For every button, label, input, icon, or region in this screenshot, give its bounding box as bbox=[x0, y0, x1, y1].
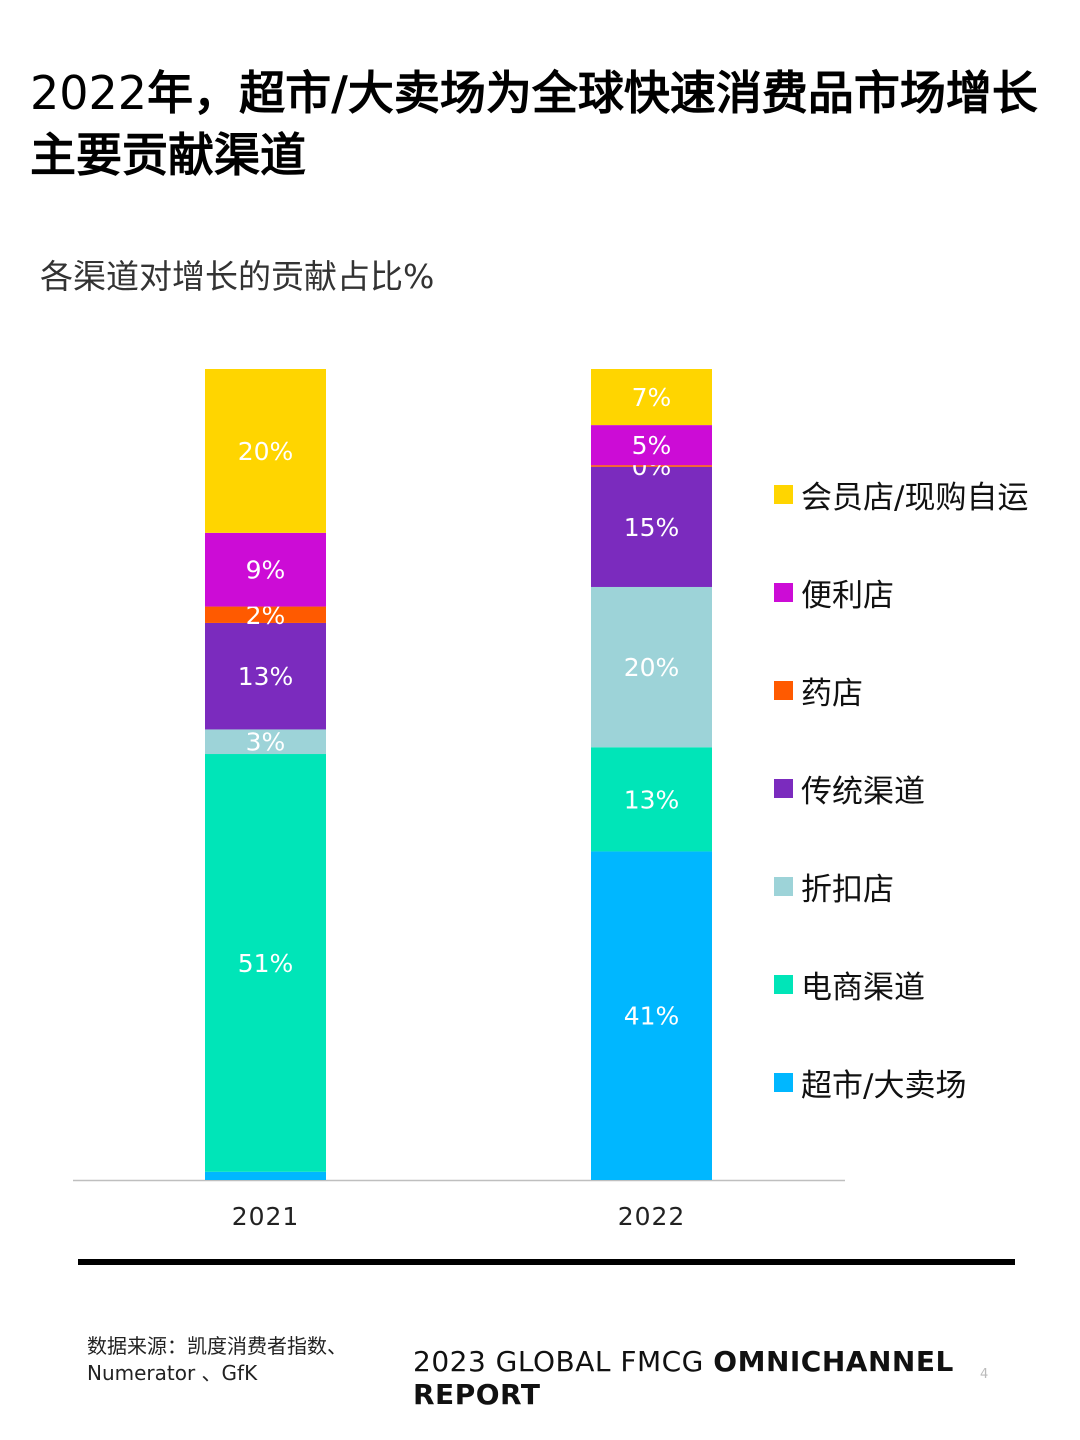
legend-swatch bbox=[774, 484, 793, 504]
legend-item-drugstore: 药店 bbox=[774, 641, 1028, 739]
legend-item-ecommerce: 电商渠道 bbox=[774, 935, 1028, 1033]
legend-label: 会员店/现购自运 bbox=[801, 479, 1029, 516]
title-text: 年，超市/大卖场为全球快速消费品市场增长主要贡献渠道 bbox=[30, 66, 1038, 182]
bar-segment bbox=[591, 466, 712, 587]
bar-segment bbox=[205, 1171, 326, 1180]
legend-label: 便利店 bbox=[801, 577, 894, 614]
title-year: 2022 bbox=[30, 66, 148, 120]
bar-segment bbox=[205, 754, 326, 1172]
bar-segment bbox=[205, 606, 326, 623]
brand-regular: 2023 GLOBAL FMCG bbox=[413, 1345, 714, 1378]
legend-swatch bbox=[774, 778, 793, 798]
x-tick-label: 2021 bbox=[232, 1202, 300, 1231]
report-brand: 2023 GLOBAL FMCG OMNICHANNEL REPORT bbox=[413, 1345, 1080, 1411]
data-label: 15% bbox=[624, 513, 680, 542]
data-label: 13% bbox=[238, 662, 294, 691]
data-label: 7% bbox=[632, 383, 672, 412]
legend-label: 药店 bbox=[801, 675, 863, 712]
data-label: 20% bbox=[624, 653, 680, 682]
legend-item-convenience: 便利店 bbox=[774, 543, 1028, 641]
data-label: 5% bbox=[632, 431, 672, 460]
chart-subtitle: 各渠道对增长的贡献占比% bbox=[40, 257, 435, 296]
bar-segment bbox=[205, 622, 326, 730]
data-source-note: 数据来源：凯度消费者指数、Numerator 、GfK bbox=[87, 1334, 347, 1385]
legend-item-membership: 会员店/现购自运 bbox=[774, 445, 1028, 543]
legend-label: 传统渠道 bbox=[801, 773, 925, 810]
x-tick-label: 2022 bbox=[618, 1202, 686, 1231]
legend-item-discount: 折扣店 bbox=[774, 837, 1028, 935]
legend-swatch bbox=[774, 974, 793, 994]
bar-segment bbox=[591, 586, 712, 748]
stacked-bar-chart: 51%3%13%2%9%20%202141%13%20%15%0%5%7%202… bbox=[73, 369, 845, 1231]
legend-swatch bbox=[774, 582, 793, 602]
bar-segment bbox=[591, 851, 712, 1180]
legend-item-traditional: 传统渠道 bbox=[774, 739, 1028, 837]
page-number: 4 bbox=[980, 1367, 989, 1382]
chart-legend: 会员店/现购自运 便利店 药店 传统渠道 折扣店 电商渠道 超市/大卖场 bbox=[774, 445, 1028, 1131]
bar-segment bbox=[591, 465, 712, 467]
legend-swatch bbox=[774, 680, 793, 700]
bar-segment bbox=[205, 369, 326, 533]
data-label: 3% bbox=[246, 728, 286, 757]
bar-segment bbox=[205, 532, 326, 607]
data-label: 20% bbox=[238, 437, 294, 466]
legend-label: 超市/大卖场 bbox=[801, 1067, 967, 1104]
bar-segment bbox=[591, 747, 712, 852]
data-label: 51% bbox=[238, 949, 294, 978]
legend-label: 电商渠道 bbox=[801, 969, 925, 1006]
bar-segment bbox=[205, 729, 326, 755]
legend-item-supermarket: 超市/大卖场 bbox=[774, 1033, 1028, 1131]
data-label: 41% bbox=[624, 1002, 680, 1031]
data-label: 13% bbox=[624, 785, 680, 814]
legend-label: 折扣店 bbox=[801, 871, 894, 908]
legend-swatch bbox=[774, 876, 793, 896]
brand-bold: OMNICHANNEL REPORT bbox=[413, 1345, 954, 1411]
data-label: 9% bbox=[246, 556, 286, 585]
footer-divider bbox=[78, 1259, 1015, 1265]
page-title: 2022年，超市/大卖场为全球快速消费品市场增长主要贡献渠道 bbox=[30, 62, 1040, 186]
bar-segment bbox=[591, 425, 712, 466]
bar-segment bbox=[591, 369, 712, 426]
legend-swatch bbox=[774, 1072, 793, 1092]
